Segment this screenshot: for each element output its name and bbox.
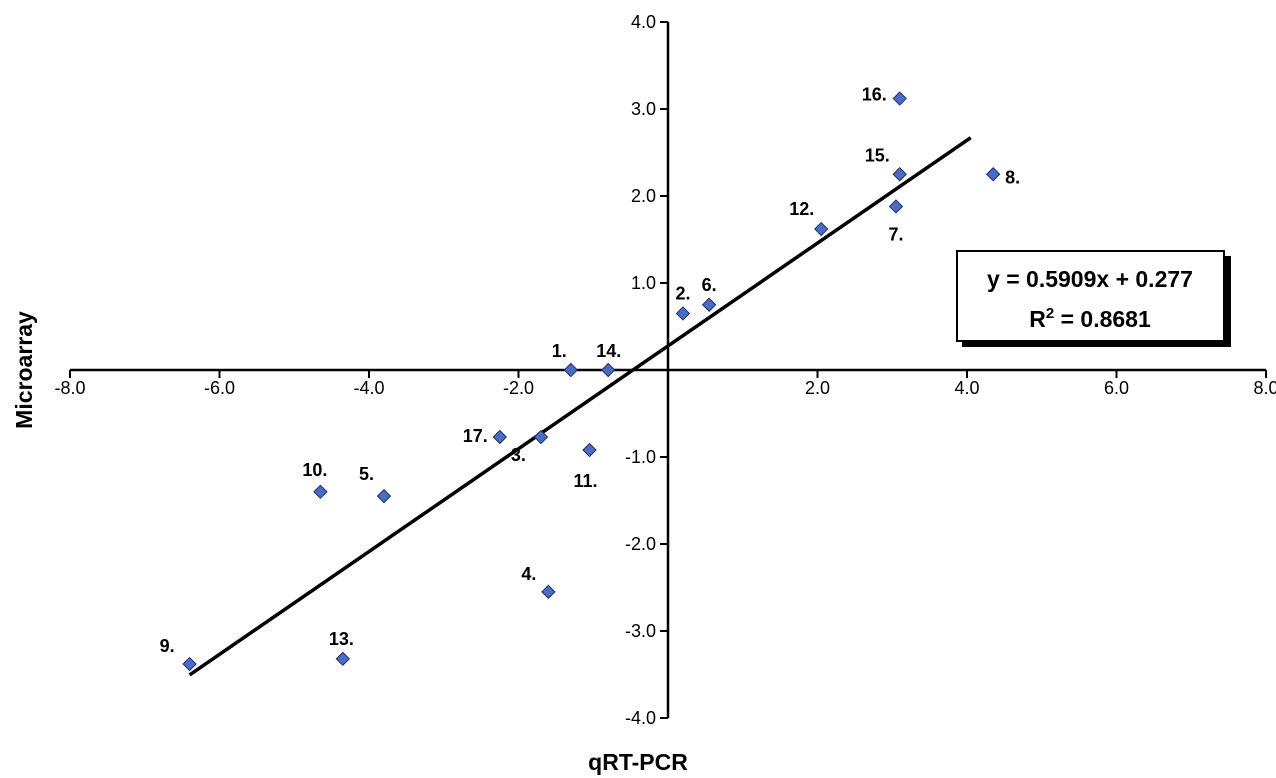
trendline (188, 136, 972, 677)
data-point (701, 297, 717, 312)
y-tick-label: 4.0 (631, 12, 656, 32)
point-label: 6. (702, 275, 717, 295)
point-label: 12. (789, 199, 814, 219)
r-squared-text: R2 = 0.8681 (1029, 305, 1151, 332)
x-tick-label: -6.0 (204, 378, 235, 398)
equation-box: y = 0.5909x + 0.277 R2 = 0.8681 (956, 250, 1231, 347)
y-tick-label: -2.0 (625, 534, 656, 554)
point-label: 4. (521, 564, 536, 584)
data-point (313, 484, 328, 500)
x-tick-label: 4.0 (954, 378, 979, 398)
x-tick-label: 6.0 (1104, 378, 1129, 398)
x-tick-label: -2.0 (503, 378, 534, 398)
y-axis-title: Microarray (11, 311, 37, 429)
point-label: 7. (888, 224, 903, 244)
x-tick-label: -4.0 (353, 378, 384, 398)
point-label: 17. (463, 426, 488, 446)
x-tick-label: 8.0 (1253, 378, 1276, 398)
point-label: 11. (574, 471, 598, 491)
point-label: 10. (302, 460, 327, 480)
data-point (335, 651, 351, 667)
data-point (675, 306, 691, 321)
point-label: 3. (511, 445, 526, 465)
data-point (814, 221, 829, 237)
data-point (600, 362, 616, 378)
point-label: 5. (359, 464, 374, 484)
data-point (182, 656, 197, 672)
y-ticks: 4.0 3.0 2.0 1.0 -1.0 -2.0 -3.0 -4.0 (625, 12, 668, 728)
data-points (182, 91, 1001, 672)
point-label: 13. (329, 629, 354, 649)
point-labels: 1. 2. 3. 4. 5. 6. 7. 8. 9. 10. 11. 12. 13. 14. 15. 16. 1… (160, 85, 1021, 657)
y-tick-label: 1.0 (631, 273, 656, 293)
data-point (376, 488, 392, 504)
data-point (582, 442, 597, 458)
data-point (985, 167, 1001, 182)
equation-text: y = 0.5909x + 0.277 (987, 266, 1193, 292)
data-point (892, 91, 907, 106)
x-ticks: -8.0 -6.0 -4.0 -2.0 2.0 4.0 6.0 8.0 (54, 370, 1276, 398)
x-tick-label: -8.0 (54, 378, 85, 398)
point-label: 8. (1005, 167, 1020, 187)
y-tick-label: 3.0 (631, 99, 656, 119)
data-point (563, 362, 579, 378)
point-label: 9. (160, 636, 175, 656)
x-tick-label: 2.0 (805, 378, 830, 398)
point-label: 16. (862, 85, 887, 105)
data-point (533, 429, 549, 445)
data-point (892, 167, 907, 182)
data-point (888, 199, 904, 214)
y-tick-label: 2.0 (631, 186, 656, 206)
x-axis-title: qRT-PCR (588, 749, 688, 775)
point-label: 2. (675, 283, 690, 303)
axes (70, 22, 1266, 718)
data-point (492, 429, 508, 445)
y-tick-label: -3.0 (625, 621, 656, 641)
data-point (541, 584, 556, 600)
y-tick-label: -1.0 (625, 447, 656, 467)
point-label: 15. (865, 145, 890, 165)
y-tick-label: -4.0 (625, 708, 656, 728)
point-label: 14. (596, 341, 621, 361)
point-label: 1. (552, 341, 567, 361)
